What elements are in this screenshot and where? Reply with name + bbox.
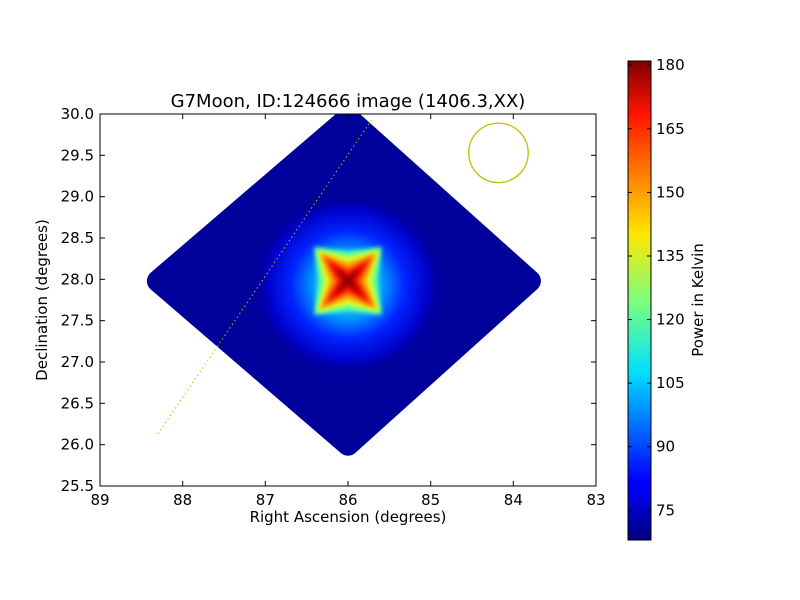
colorbar-tick-label: 105 [656, 374, 685, 392]
source-core-level [336, 269, 360, 293]
x-tick-label: 84 [504, 491, 523, 509]
x-axis-label: Right Ascension (degrees) [250, 508, 447, 526]
y-tick-label: 29.5 [61, 146, 94, 164]
x-tick-label: 88 [173, 491, 192, 509]
colorbar-label: Power in Kelvin [689, 243, 707, 357]
y-axis-label: Declination (degrees) [33, 219, 51, 381]
x-tick-label: 85 [421, 491, 440, 509]
colorbar-ticks: 75 90 105 120 135 150 165 180 [628, 56, 685, 519]
x-tick-label: 87 [256, 491, 275, 509]
x-tick-label: 89 [90, 491, 109, 509]
colorbar-tick-label: 165 [656, 120, 685, 138]
colorbar-tick-label: 75 [656, 501, 675, 519]
chart-title: G7Moon, ID:124666 image (1406.3,XX) [171, 91, 526, 112]
x-tick-label: 86 [338, 491, 357, 509]
colorbar: 75 90 105 120 135 150 165 180 Power in Kelvin [627, 56, 707, 541]
plot-area: 89 88 87 86 85 84 83 25.526.026.527.027.528.02… [61, 105, 606, 509]
y-tick-label: 25.5 [61, 477, 94, 495]
y-tick-label: 30.0 [61, 105, 94, 123]
y-tick-label: 26.0 [61, 436, 94, 454]
y-tick-label: 28.5 [61, 229, 94, 247]
y-axis: 25.5 26.0 26.5 27.0 27.5 28.0 28.5 29.0 29.5 30.0 [61, 105, 596, 495]
y-tick-label: 29.0 [61, 188, 94, 206]
colorbar-gradient [627, 60, 652, 541]
y-tick-label: 28.0 [61, 270, 94, 288]
y-tick-label: 27.5 [61, 312, 94, 330]
x-axis: 89 88 87 86 85 84 83 [90, 114, 606, 509]
colorbar-tick-label: 135 [656, 247, 685, 265]
colorbar-tick-label: 120 [656, 311, 685, 329]
y-tick-label: 26.5 [61, 394, 94, 412]
x-tick-label: 83 [586, 491, 605, 509]
colorbar-tick-label: 150 [656, 183, 685, 201]
beam-circle [468, 122, 529, 184]
colorbar-tick-label: 90 [656, 438, 675, 456]
overlays [157, 117, 529, 435]
heatmap [146, 114, 541, 456]
y-tick-label: 27.0 [61, 353, 94, 371]
colorbar-tick-label: 180 [656, 56, 685, 74]
